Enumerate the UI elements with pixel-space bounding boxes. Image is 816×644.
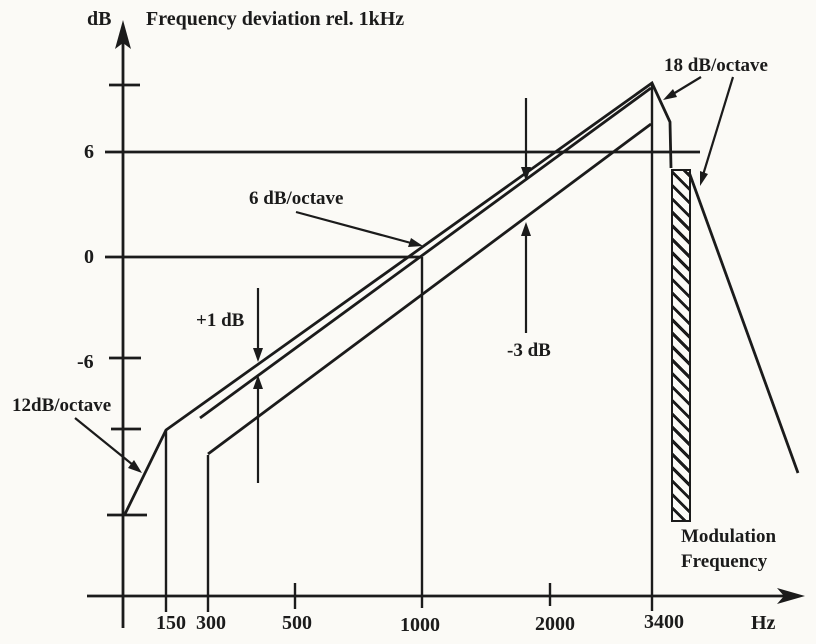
dim-plus1db-arrow-down-icon bbox=[253, 348, 263, 362]
x-axis-name-line1: Modulation bbox=[681, 526, 777, 547]
annotation-18db-octave: 18 dB/octave bbox=[664, 55, 768, 76]
annotation-6db-octave: 6 dB/octave bbox=[249, 188, 344, 209]
xtick-label-500: 500 bbox=[282, 612, 312, 634]
ytick-label-0: 0 bbox=[84, 246, 94, 268]
ytick-label-minus6: -6 bbox=[77, 351, 94, 373]
callout-6db-arrowhead-icon bbox=[408, 238, 423, 247]
callout-18db-line-2 bbox=[701, 76, 735, 176]
dim-plus1db-arrow-up-icon bbox=[253, 375, 263, 389]
y-axis-unit-label: dB bbox=[87, 8, 112, 30]
dim-minus3db-arrow-down-icon bbox=[521, 167, 531, 181]
annotation-12db-octave: 12dB/octave bbox=[12, 395, 112, 416]
xtick-label-150: 150 bbox=[156, 612, 186, 634]
callout-18db-line-1 bbox=[672, 76, 702, 95]
upper-limit-curve bbox=[123, 80, 673, 515]
chart-title: Frequency deviation rel. 1kHz bbox=[146, 8, 405, 30]
xtick-label-300: 300 bbox=[196, 612, 226, 634]
callout-12db-arrowhead-icon bbox=[128, 460, 142, 473]
annotation-minus3db: -3 dB bbox=[507, 340, 551, 361]
hatched-stopband-bar bbox=[671, 169, 691, 522]
x-axis-arrow-icon bbox=[777, 588, 805, 604]
x-axis-name-line2: Frequency bbox=[681, 551, 768, 572]
dim-minus3db-arrow-up-icon bbox=[521, 222, 531, 236]
callout-18db-arrowhead-1-icon bbox=[663, 89, 677, 100]
stopband-slope-line bbox=[687, 171, 800, 474]
callout-12db-line bbox=[74, 417, 134, 466]
callout-18db-arrowhead-2-icon bbox=[700, 171, 708, 186]
xtick-label-2000: 2000 bbox=[535, 613, 575, 635]
xtick-label-1000: 1000 bbox=[400, 614, 440, 636]
annotation-plus1db: +1 dB bbox=[196, 310, 245, 331]
nominal-curve bbox=[199, 86, 652, 420]
xtick-label-3400: 3400 bbox=[644, 611, 684, 633]
ytick-label-6: 6 bbox=[84, 141, 94, 163]
y-axis-arrow-icon bbox=[115, 20, 131, 49]
callout-6db-line bbox=[295, 210, 412, 245]
lower-limit-curve bbox=[207, 122, 652, 456]
x-axis-unit-label: Hz bbox=[751, 612, 776, 634]
